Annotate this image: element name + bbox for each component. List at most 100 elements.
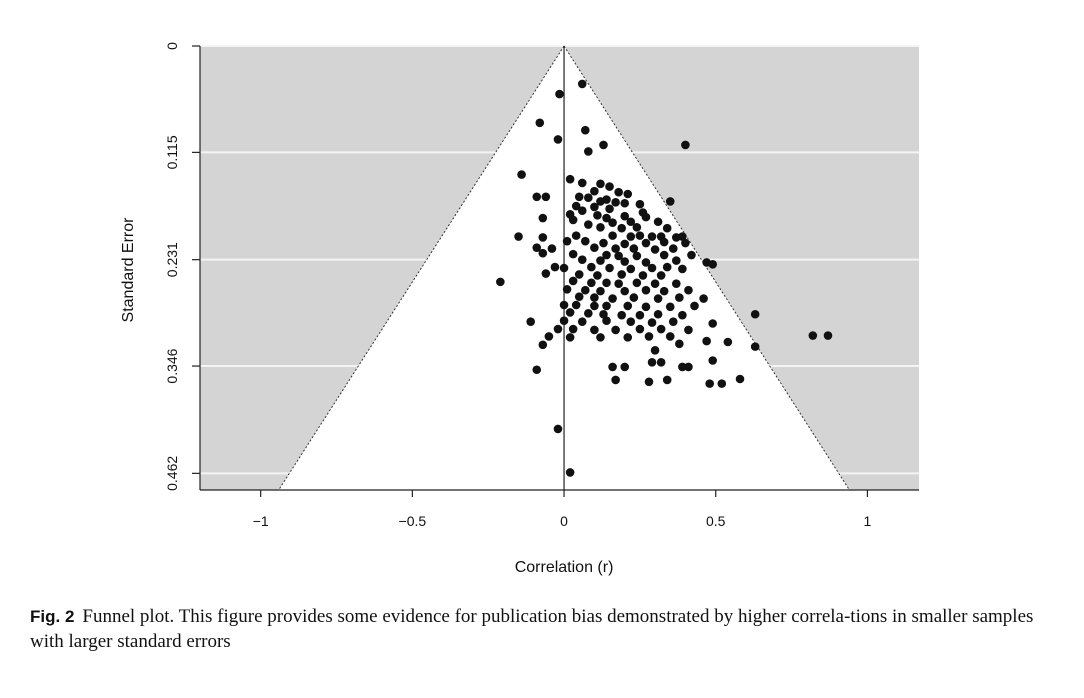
x-tick-label: −1 <box>253 513 269 529</box>
data-point <box>555 89 564 99</box>
y-axis-title: Standard Error <box>120 217 137 323</box>
data-point <box>650 245 660 254</box>
data-point <box>656 358 666 367</box>
data-point <box>684 285 693 295</box>
data-point <box>620 362 630 372</box>
data-point <box>584 193 593 202</box>
data-point <box>568 249 578 259</box>
data-point <box>596 197 605 206</box>
data-point <box>608 218 617 227</box>
data-point <box>571 231 581 240</box>
data-point <box>602 250 611 260</box>
data-point <box>590 301 599 311</box>
data-point <box>635 324 645 334</box>
data-point <box>608 231 617 240</box>
data-point <box>526 317 535 326</box>
data-point <box>532 192 542 202</box>
data-point <box>587 262 596 272</box>
data-point <box>626 317 636 326</box>
data-point <box>678 310 687 320</box>
data-point <box>626 232 636 241</box>
data-point <box>577 206 587 215</box>
data-point <box>632 278 642 288</box>
data-point <box>538 233 548 242</box>
data-point <box>538 248 548 258</box>
y-tick-label: 0.115 <box>164 135 180 169</box>
y-tick-label: 0.462 <box>164 456 180 491</box>
data-point <box>587 278 596 288</box>
data-point <box>650 279 660 289</box>
data-point <box>559 263 569 273</box>
data-point <box>590 186 599 196</box>
data-point <box>593 210 602 220</box>
data-point <box>605 204 614 214</box>
data-point <box>547 244 557 253</box>
data-point <box>559 300 569 310</box>
data-point <box>571 300 581 310</box>
data-point <box>577 255 587 264</box>
data-point <box>678 362 687 372</box>
data-point <box>702 336 711 346</box>
data-point <box>641 258 651 267</box>
data-point <box>593 271 602 280</box>
data-point <box>514 232 523 241</box>
data-point <box>605 182 614 191</box>
data-point <box>620 211 630 221</box>
data-point <box>678 264 687 274</box>
y-tick-label: 0.346 <box>164 348 180 383</box>
data-points <box>496 79 833 477</box>
data-point <box>626 217 636 227</box>
data-point <box>650 346 660 355</box>
data-point <box>574 270 584 279</box>
data-point <box>629 293 639 302</box>
data-point <box>553 424 563 434</box>
data-point <box>641 285 651 295</box>
data-point <box>590 325 599 335</box>
y-tick-label: 0.231 <box>164 242 180 277</box>
data-point <box>617 270 626 279</box>
data-point <box>584 220 593 229</box>
data-point <box>574 192 584 202</box>
data-point <box>565 174 575 184</box>
data-point <box>596 179 605 189</box>
data-point <box>717 379 727 388</box>
data-point <box>602 316 611 326</box>
data-point <box>675 339 684 349</box>
data-point <box>638 271 648 280</box>
data-point <box>599 309 608 319</box>
data-point <box>574 292 584 301</box>
data-point <box>750 342 760 351</box>
data-point <box>687 250 696 260</box>
data-point <box>623 189 633 199</box>
data-point <box>659 286 669 296</box>
data-point <box>544 332 554 341</box>
data-point <box>723 337 733 347</box>
figure-label: Fig. 2 <box>30 607 75 626</box>
data-point <box>568 215 578 225</box>
funnel-plot-chart: −1 −0.5 0 0.5 1 0 0.115 0.231 0.346 0.462 Correla… <box>120 42 919 576</box>
x-tick-label: 0.5 <box>706 513 726 529</box>
data-point <box>590 243 599 252</box>
data-point <box>550 262 560 272</box>
data-point <box>538 340 548 350</box>
data-point <box>584 309 593 318</box>
data-point <box>535 118 545 128</box>
x-tick-label: 1 <box>864 513 872 529</box>
data-point <box>750 309 760 319</box>
data-point <box>590 202 599 212</box>
data-point <box>599 140 608 150</box>
data-point <box>668 244 678 253</box>
data-point <box>565 333 575 342</box>
data-point <box>699 294 708 303</box>
data-point <box>662 223 672 233</box>
data-point <box>559 316 569 326</box>
data-point <box>632 251 642 261</box>
data-point <box>675 293 684 302</box>
data-point <box>568 276 578 286</box>
data-point <box>611 244 620 253</box>
data-point <box>596 256 605 265</box>
data-point <box>705 379 714 388</box>
x-tick-label: −0.5 <box>399 513 427 529</box>
data-point <box>632 223 642 232</box>
data-point <box>635 310 645 320</box>
